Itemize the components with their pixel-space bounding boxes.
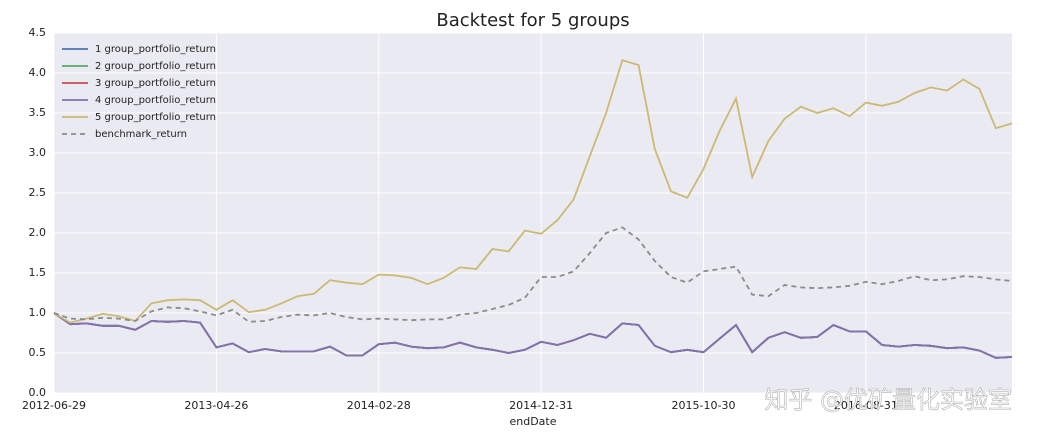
y-tick-label: 0.0 — [29, 386, 47, 399]
x-tick-label: 2015-10-30 — [672, 399, 736, 412]
y-tick-label: 3.0 — [29, 146, 47, 159]
x-tick-label: 2012-06-29 — [22, 399, 86, 412]
y-tick-label: 1.5 — [29, 266, 47, 279]
x-tick-label: 2014-12-31 — [509, 399, 573, 412]
plot-area — [54, 33, 1012, 393]
y-tick-label: 0.5 — [29, 346, 47, 359]
y-tick-label: 1.0 — [29, 306, 47, 319]
legend-label: 1 group_portfolio_return — [95, 44, 216, 55]
legend-label: 2 group_portfolio_return — [95, 61, 216, 72]
y-tick-label: 2.5 — [29, 186, 47, 199]
y-tick-label: 2.0 — [29, 226, 47, 239]
x-axis-label: endDate — [509, 415, 556, 428]
x-tick-label: 2016-08-31 — [834, 399, 898, 412]
y-tick-label: 4.5 — [29, 26, 47, 39]
legend-label: 3 group_portfolio_return — [95, 78, 216, 89]
legend-label: 4 group_portfolio_return — [95, 95, 216, 106]
series-line — [53, 226, 1013, 323]
watermark: 知乎 @优矿量化实验室 — [764, 386, 1012, 414]
y-tick-label: 3.5 — [29, 106, 47, 119]
x-tick-label: 2013-04-26 — [184, 399, 248, 412]
chart-title: Backtest for 5 groups — [436, 10, 629, 31]
series-line — [53, 59, 1013, 324]
y-tick-label: 4.0 — [29, 66, 47, 79]
series-line — [53, 312, 1013, 359]
x-tick-label: 2014-02-28 — [347, 399, 411, 412]
legend-label: 5 group_portfolio_return — [95, 112, 216, 123]
legend-label: benchmark_return — [95, 129, 187, 140]
